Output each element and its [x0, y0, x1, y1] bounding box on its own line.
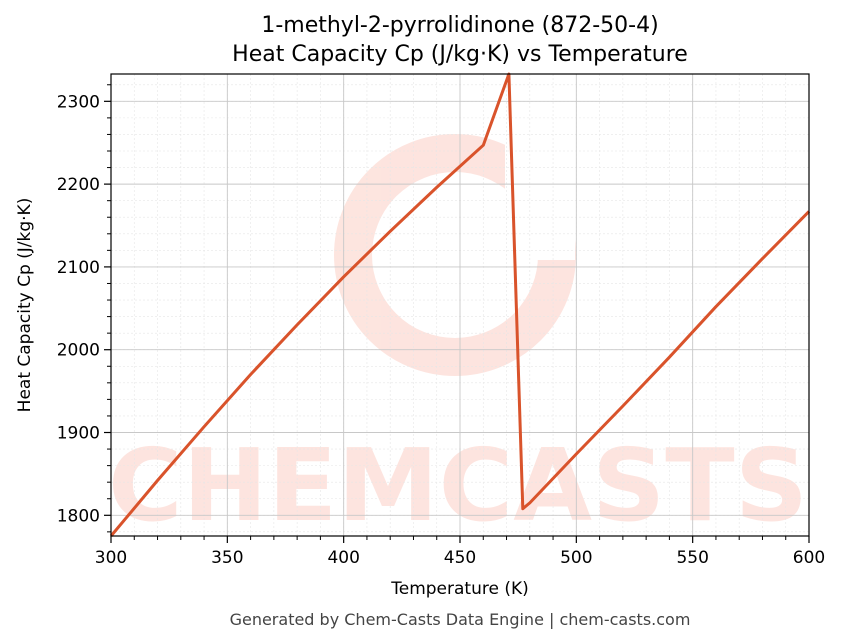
y-tick-label: 2300 [57, 92, 100, 112]
y-tick-label: 1800 [57, 506, 100, 526]
cp-series-line [109, 72, 811, 537]
x-axis-ticks: 300 350 400 450 500 550 600 [95, 536, 825, 568]
x-tick-label: 550 [676, 548, 708, 568]
y-tick-label: 2100 [57, 258, 100, 278]
chemcasts-watermark: CHEMCASTS [108, 134, 808, 544]
chart-title-line2: Heat Capacity Cp (J/kg·K) vs Temperature [232, 42, 688, 67]
x-tick-label: 300 [95, 548, 127, 568]
x-tick-label: 450 [444, 548, 476, 568]
x-tick-label: 500 [560, 548, 592, 568]
chart-title-line1: 1-methyl-2-pyrrolidinone (872-50-4) [261, 13, 658, 38]
y-tick-label: 1900 [57, 424, 100, 444]
x-tick-label: 600 [793, 548, 825, 568]
y-axis-label: Heat Capacity Cp (J/kg·K) [15, 198, 35, 413]
y-tick-label: 2000 [57, 341, 100, 361]
x-tick-label: 400 [327, 548, 359, 568]
watermark-text: CHEMCASTS [108, 427, 808, 544]
x-axis-label: Temperature (K) [390, 579, 529, 599]
x-tick-label: 350 [211, 548, 243, 568]
y-axis-ticks: 1800 1900 2000 2100 2200 2300 [57, 84, 111, 533]
y-tick-label: 2200 [57, 175, 100, 195]
footer-credit: Generated by Chem-Casts Data Engine | ch… [230, 610, 691, 629]
